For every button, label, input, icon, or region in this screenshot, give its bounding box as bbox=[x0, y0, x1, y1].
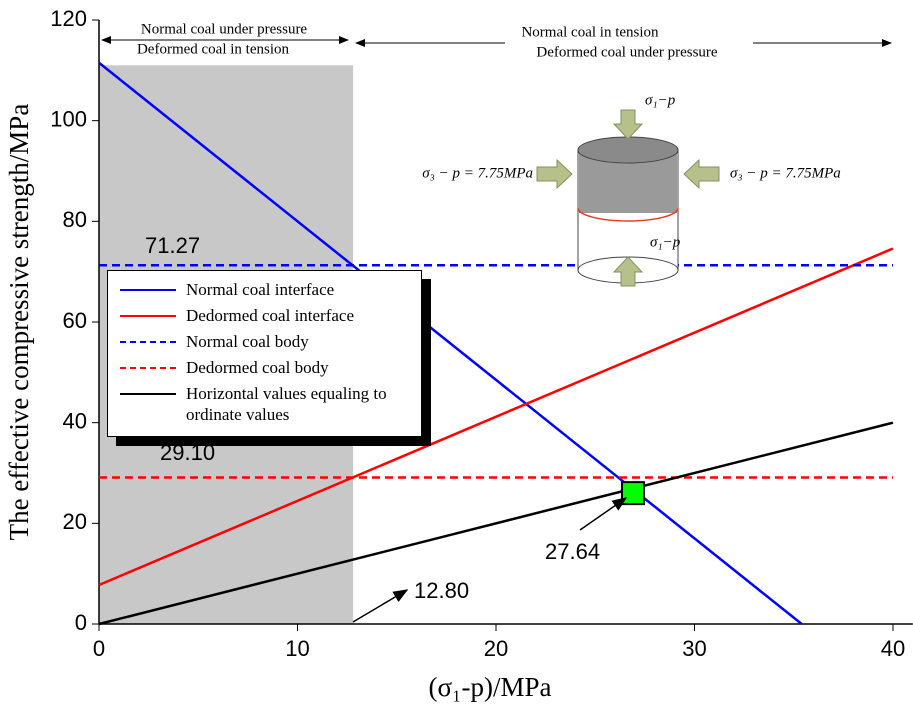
region-label: Deformed coal under pressure bbox=[536, 44, 718, 60]
x-tick-label: 40 bbox=[881, 636, 905, 661]
annotation-arrow bbox=[580, 498, 626, 530]
legend-swatch bbox=[120, 367, 176, 369]
legend-swatch bbox=[120, 315, 176, 317]
annotation: 29.10 bbox=[160, 440, 215, 465]
legend-swatch bbox=[120, 393, 176, 395]
region-label: Deformed coal in tension bbox=[137, 41, 290, 57]
diagram-label: σ₁−p bbox=[650, 234, 681, 250]
diagram-label: σ₃ − p = 7.75MPa bbox=[422, 165, 533, 181]
x-tick-label: 0 bbox=[93, 636, 105, 661]
diagram-label: σ₁−p bbox=[645, 92, 676, 108]
x-tick-label: 20 bbox=[484, 636, 508, 661]
x-tick-label: 10 bbox=[285, 636, 309, 661]
legend-label: Dedormed coal interface bbox=[186, 305, 416, 326]
legend-entry: Normal coal interface bbox=[108, 279, 421, 300]
legend-label: Horizontal values equaling to ordinate v… bbox=[186, 383, 416, 425]
annotation: 27.64 bbox=[545, 539, 600, 564]
legend-label: Normal coal body bbox=[186, 331, 416, 352]
y-axis-label: The effective compressive strength/MPa bbox=[4, 104, 34, 541]
y-tick-label: 60 bbox=[63, 308, 87, 333]
y-tick-label: 80 bbox=[63, 207, 87, 232]
annotation-arrow bbox=[353, 590, 407, 622]
annotation: 71.27 bbox=[145, 233, 200, 258]
y-tick-label: 100 bbox=[50, 106, 87, 131]
legend-entry: Normal coal body bbox=[108, 331, 421, 352]
x-tick-label: 30 bbox=[682, 636, 706, 661]
page: {"chart_data": {"type": "line", "xlabel"… bbox=[0, 0, 913, 721]
legend-label: Normal coal interface bbox=[186, 279, 416, 300]
region-label: Normal coal under pressure bbox=[141, 21, 308, 37]
legend-swatch bbox=[120, 341, 176, 343]
legend-swatch bbox=[120, 289, 176, 291]
legend-label: Dedormed coal body bbox=[186, 357, 416, 378]
legend-entry: Dedormed coal body bbox=[108, 357, 421, 378]
region-label: Normal coal in tension bbox=[521, 24, 659, 40]
y-tick-label: 20 bbox=[63, 509, 87, 534]
legend: Normal coal interface Dedormed coal inter… bbox=[107, 270, 422, 437]
y-tick-label: 40 bbox=[63, 408, 87, 433]
y-tick-label: 120 bbox=[50, 6, 87, 31]
diagram-label: σ₃ − p = 7.75MPa bbox=[730, 165, 841, 181]
y-tick-label: 0 bbox=[75, 610, 87, 635]
annotation: 12.80 bbox=[414, 578, 469, 603]
legend-entry: Dedormed coal interface bbox=[108, 305, 421, 326]
legend-entry: Horizontal values equaling to ordinate v… bbox=[108, 383, 421, 425]
specimen-diagram bbox=[537, 110, 719, 286]
x-axis-label: (σ₁-p)/MPa bbox=[429, 672, 552, 702]
intersection-marker bbox=[622, 482, 644, 504]
